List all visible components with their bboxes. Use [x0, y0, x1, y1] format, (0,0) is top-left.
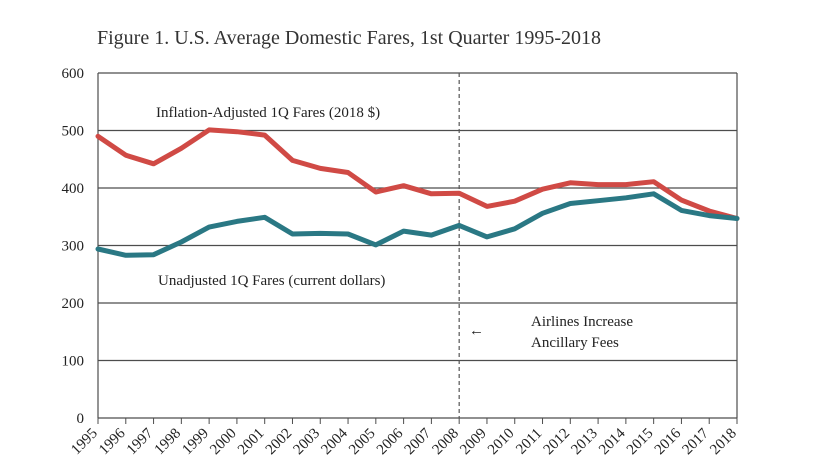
x-tick-label-2013: 2013 [568, 426, 601, 459]
x-tick-label-2017: 2017 [680, 425, 713, 458]
gridlines [98, 72, 737, 419]
x-tick-label-2006: 2006 [374, 425, 407, 458]
series-line-1 [95, 191, 740, 258]
x-tick-label-2009: 2009 [457, 426, 490, 459]
x-tick-label-2012: 2012 [541, 426, 574, 459]
annotation-arrow: ← [469, 323, 484, 339]
chart-title: Figure 1. U.S. Average Domestic Fares, 1… [97, 27, 601, 49]
x-tick-label-2000: 2000 [207, 426, 240, 459]
x-tick-label-1999: 1999 [179, 426, 212, 459]
y-tick-label-400: 400 [62, 181, 85, 197]
series-lines [95, 127, 740, 258]
series-label-inflation-adjusted: Inflation-Adjusted 1Q Fares (2018 $) [156, 105, 380, 121]
y-tick-label-600: 600 [62, 66, 85, 82]
y-tick-labels: 0 100 200 300 400 500 600 [62, 66, 85, 427]
x-tick-label-2005: 2005 [346, 426, 379, 459]
y-tick-label-500: 500 [62, 124, 85, 140]
x-tick-labels: 1995199619971998199920002001200220032004… [68, 425, 740, 458]
annotation-line-1: Airlines Increase [531, 314, 633, 330]
x-tick-label-2003: 2003 [291, 426, 324, 459]
x-tick-label-1996: 1996 [96, 425, 129, 458]
x-tick-label-2016: 2016 [652, 425, 685, 458]
x-tick-label-2008: 2008 [429, 426, 462, 459]
x-tick-label-1998: 1998 [152, 426, 185, 459]
x-tick-label-2001: 2001 [235, 426, 268, 459]
y-tick-label-300: 300 [62, 239, 85, 255]
series-label-unadjusted: Unadjusted 1Q Fares (current dollars) [158, 273, 385, 289]
x-tick-label-2015: 2015 [624, 426, 657, 459]
y-tick-label-100: 100 [62, 354, 85, 370]
x-tick-label-2018: 2018 [707, 426, 740, 459]
series-line-0 [95, 127, 740, 221]
x-tick-label-1997: 1997 [124, 425, 157, 458]
x-tick-label-2002: 2002 [263, 426, 296, 459]
x-tick-label-2007: 2007 [402, 425, 435, 458]
y-tick-label-0: 0 [77, 411, 85, 427]
x-tick-label-2014: 2014 [596, 425, 629, 458]
x-tick-label-2004: 2004 [318, 425, 351, 458]
x-tick-label-2010: 2010 [485, 426, 518, 459]
y-tick-label-200: 200 [62, 296, 85, 312]
series-labels: Inflation-Adjusted 1Q Fares (2018 $) Unad… [156, 105, 633, 351]
x-tick-label-2011: 2011 [513, 426, 545, 458]
axes [97, 73, 738, 424]
annotation-line-2: Ancillary Fees [531, 335, 619, 351]
x-tick-label-1995: 1995 [68, 426, 101, 459]
